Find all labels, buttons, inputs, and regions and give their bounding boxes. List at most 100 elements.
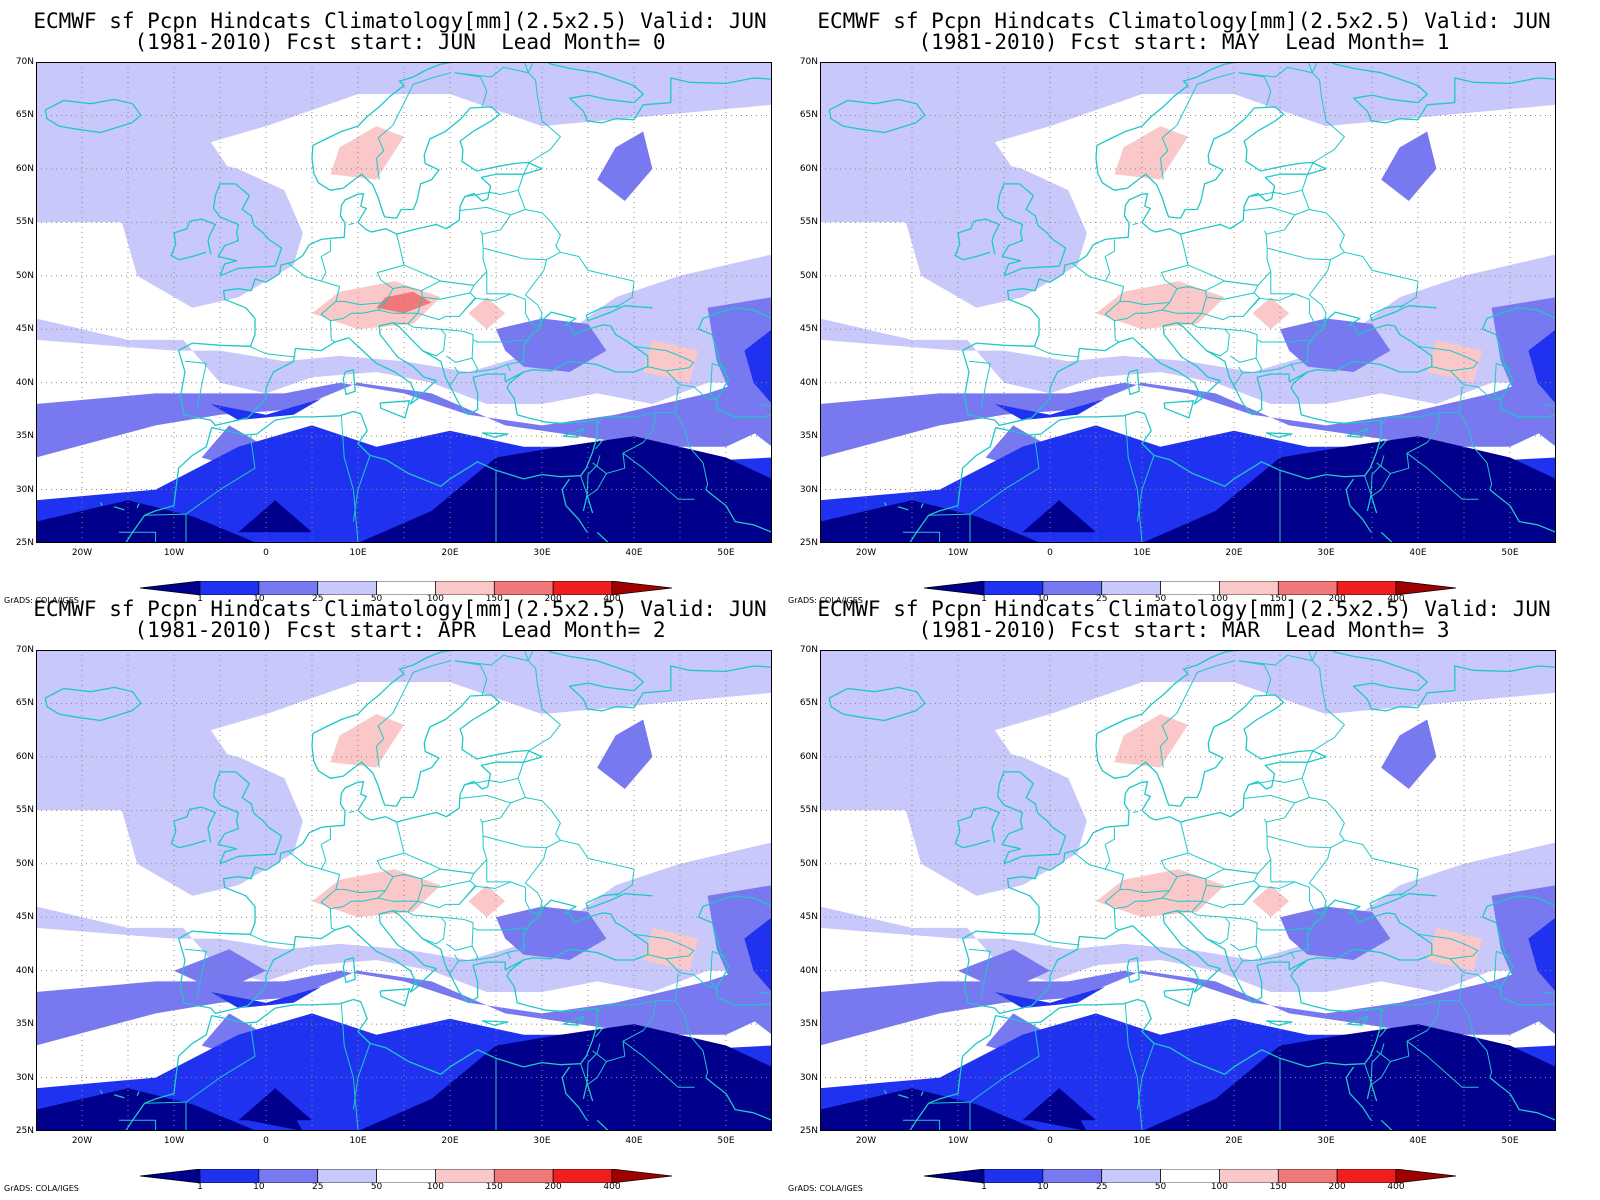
country-border (1242, 293, 1324, 327)
country-border (144, 513, 187, 516)
country-border (1406, 1040, 1479, 1088)
colorbar-swatch (552, 1168, 613, 1184)
coastline (954, 806, 1001, 849)
longitude-tick-label: 30E (1317, 548, 1335, 558)
precip-region-lt-1 (1022, 1088, 1096, 1121)
country-border (1230, 339, 1258, 363)
colorbar-swatch (317, 1168, 377, 1184)
precip-region-lt-1 (1142, 1024, 1556, 1131)
country-border (446, 927, 474, 951)
country-border (109, 1119, 157, 1131)
latitude-tick-label: 65N (15, 698, 34, 709)
coastline (178, 650, 772, 940)
latitude-tick-label: 35N (799, 1019, 818, 1030)
country-border (486, 271, 511, 295)
coastline (962, 650, 1556, 940)
coastline (1345, 1066, 1372, 1121)
country-border (1307, 650, 1345, 763)
country-border (1175, 900, 1203, 913)
country-border (928, 513, 971, 516)
country-border (1191, 323, 1230, 357)
coastline (170, 806, 217, 849)
country-border (665, 370, 716, 401)
colorbar-tick-label: 100 (426, 1182, 445, 1192)
colorbar-tick-label: 50 (370, 1182, 383, 1192)
country-border (893, 1119, 941, 1131)
country-border (1230, 927, 1258, 951)
country-border (1458, 1000, 1493, 1078)
latitude-tick-label: 30N (15, 1072, 34, 1083)
coastline (124, 998, 581, 1131)
colorbar-swatch (983, 1168, 1044, 1184)
coastline (883, 502, 887, 506)
latitude-tick-label: 60N (799, 163, 818, 174)
country-border (1417, 345, 1479, 372)
country-border (1248, 189, 1303, 198)
country-border (1543, 991, 1556, 995)
country-border (928, 1101, 971, 1104)
country-border (482, 835, 635, 897)
country-border (482, 247, 635, 309)
precipitation-map (820, 650, 1556, 1131)
colorbar-tick-label: 200 (1328, 1182, 1346, 1192)
country-border (1132, 810, 1139, 813)
country-border (586, 1043, 601, 1083)
colorbar-swatch-high (1395, 580, 1457, 596)
latitude-tick-label: 40N (799, 965, 818, 976)
coastline (908, 410, 1365, 543)
colorbar-tick-label: 1 (981, 594, 987, 604)
country-border (523, 650, 561, 763)
longitude-tick-label: 50E (1501, 548, 1519, 558)
country-border (1224, 916, 1315, 931)
latitude-tick-label: 45N (799, 912, 818, 923)
country-border (1309, 797, 1345, 841)
country-border (1233, 960, 1243, 975)
coastline (177, 311, 649, 427)
country-border (184, 360, 207, 410)
longitude-tick-label: 20E (1225, 548, 1243, 558)
latitude-tick-label: 60N (15, 751, 34, 762)
country-border (1543, 403, 1556, 407)
latitude-tick-label: 35N (799, 431, 818, 442)
latitude-tick-label: 40N (15, 965, 34, 976)
country-border (506, 364, 512, 372)
country-border (1370, 1043, 1385, 1083)
map-panel: ECMWF sf Pcpn Hindcats Climatology[mm](2… (784, 588, 1584, 1193)
coastline (124, 410, 581, 543)
coastline (828, 98, 926, 134)
coastline (44, 686, 142, 722)
country-border (674, 412, 709, 490)
latitude-tick-label: 50N (799, 270, 818, 281)
colorbar-tick-label: 150 (1269, 1182, 1287, 1192)
latitude-tick-label: 65N (799, 698, 818, 709)
country-border (1124, 415, 1143, 543)
colorbar-tick-label: 100 (1210, 594, 1229, 604)
latitude-tick-label: 65N (15, 110, 34, 121)
country-border (249, 345, 296, 358)
country-border (1205, 280, 1225, 292)
country-border (1449, 370, 1500, 401)
country-border (1290, 364, 1296, 372)
panel-title-line1: ECMWF sf Pcpn Hindcats Climatology[mm](2… (817, 597, 1551, 621)
colorbar-tick-label: 10 (1037, 1182, 1049, 1192)
country-border (458, 881, 540, 915)
country-border (185, 436, 256, 543)
country-border (1493, 362, 1511, 401)
colorbar-tick-label: 25 (1095, 594, 1108, 604)
country-border (1033, 933, 1080, 946)
latitude-tick-label: 40N (799, 377, 818, 388)
coastline (136, 503, 140, 508)
country-border (454, 62, 529, 78)
coastline (1369, 893, 1437, 910)
coastline (920, 1091, 924, 1096)
country-border (1371, 473, 1391, 497)
coastline (1265, 1020, 1293, 1026)
coastline (481, 1020, 509, 1026)
longitude-tick-label: 10W (947, 548, 969, 558)
coastline (582, 1082, 594, 1102)
country-border (1406, 452, 1479, 500)
colorbar (139, 1168, 673, 1184)
coastline (1163, 988, 1195, 1007)
precip-region-100-150 (1096, 869, 1225, 918)
country-border (1270, 859, 1295, 883)
